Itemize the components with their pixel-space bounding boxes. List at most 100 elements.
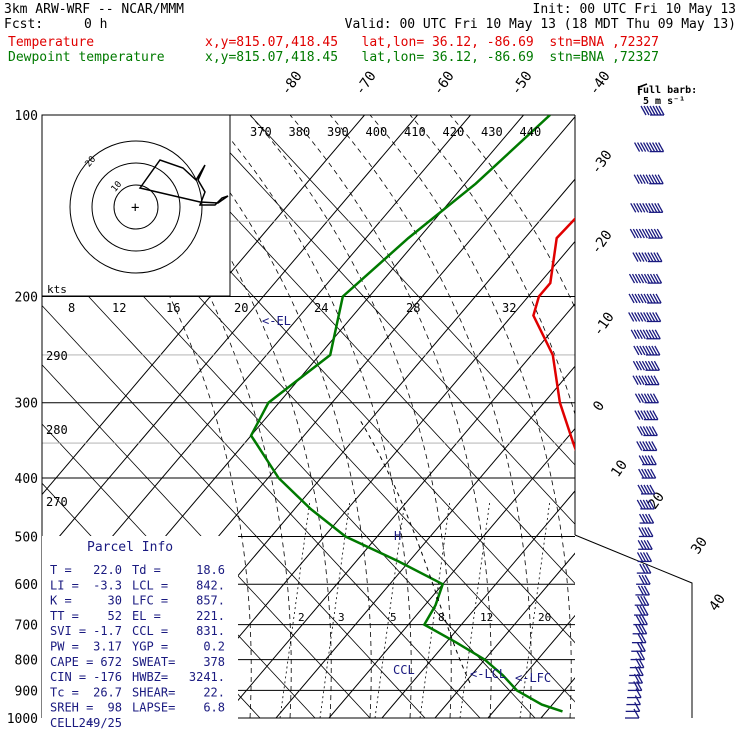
- wind-barb: [630, 650, 646, 661]
- wind-barb-flag: [654, 345, 661, 356]
- wind-barb-flag: [638, 624, 645, 635]
- wind-barb-flag: [642, 441, 649, 451]
- wind-barb-flag: [634, 695, 641, 705]
- wind-barb-flag: [648, 202, 655, 213]
- wind-barb-flag: [642, 499, 649, 510]
- wind-barb-flag: [638, 252, 645, 262]
- wind-barb: [638, 468, 657, 479]
- parcel-key: PW =: [50, 640, 79, 654]
- wind-barb-flag: [645, 499, 652, 510]
- wind-barb-flag: [640, 633, 647, 643]
- wind-barb-flag: [638, 455, 645, 465]
- isotherm-label: -70: [352, 68, 380, 98]
- wind-barb-flag: [637, 410, 644, 420]
- wind-barb-flag: [637, 273, 645, 284]
- wind-barb-flag: [639, 513, 646, 524]
- barb-frame: [574, 534, 693, 718]
- wind-barb-flag: [639, 345, 646, 356]
- wind-barb: [635, 585, 650, 596]
- wind-barb-flag: [648, 513, 655, 524]
- wind-barb-flag: [640, 293, 647, 304]
- theta-label: 380: [289, 125, 311, 139]
- wind-barb-flag: [637, 595, 644, 606]
- wind-barb-flag: [644, 468, 651, 479]
- parcel-value: -1.7: [93, 624, 122, 638]
- parcel-value: 221.: [196, 609, 225, 623]
- moist-adiabat-line: [329, 115, 532, 718]
- wind-barb-flag: [630, 329, 637, 340]
- wind-barb-flag: [643, 273, 651, 284]
- wind-barb-flag: [636, 345, 643, 356]
- mixing-ratio-line: [279, 499, 311, 718]
- wind-barb-flag: [632, 375, 639, 385]
- isotherm-label: -40: [586, 68, 614, 98]
- pressure-tick-label: 200: [15, 291, 38, 306]
- isotherm-label: -30: [588, 147, 616, 177]
- parcel-value: 3.17: [93, 640, 122, 654]
- isotherm-label: 10: [608, 457, 631, 480]
- parcel-key: LCL =: [132, 578, 168, 592]
- wind-barb-flag: [648, 345, 655, 356]
- wind-barb-flag: [640, 273, 648, 284]
- parcel-value: 98: [108, 701, 122, 715]
- wind-barb-flag: [650, 228, 657, 239]
- wind-barb: [634, 595, 650, 606]
- wind-barb: [632, 360, 660, 371]
- wind-barb-flag: [640, 105, 647, 116]
- wind-barb-flag: [642, 563, 649, 574]
- barb-legend-icon: [638, 83, 648, 95]
- wind-barb: [625, 708, 640, 719]
- wind-barb-flag: [658, 142, 665, 152]
- wind-barb-flag: [642, 513, 649, 524]
- parcel-key: YGP =: [132, 640, 168, 654]
- parcel-value: -176: [93, 670, 122, 684]
- wind-barb-flag: [652, 293, 659, 304]
- wind-barb: [629, 658, 645, 669]
- parcel-key: LAPSE=: [132, 701, 175, 715]
- mixing-ratio-label: 12: [112, 301, 126, 315]
- dry-adiabat-line: [194, 115, 575, 525]
- wind-barb-flag: [639, 426, 646, 436]
- temperature-profile: [532, 216, 575, 452]
- parcel-key: CCL =: [132, 624, 168, 638]
- wind-barb-flag: [635, 360, 642, 371]
- wind-barb-flag: [648, 426, 655, 436]
- wind-barb-flag: [641, 455, 648, 465]
- wind-barb-flag: [655, 105, 662, 116]
- pressure-tick-label: 900: [15, 684, 38, 699]
- isotherm-line: [700, 115, 740, 718]
- wind-barb-flag: [633, 673, 641, 684]
- mixing-ratio-line: [459, 499, 491, 718]
- parcel-key: CELL =: [50, 716, 93, 730]
- wind-barb-flag: [634, 702, 641, 712]
- wind-barb-flag: [650, 468, 657, 479]
- mixing-ratio-line: [374, 499, 406, 718]
- parcel-value: 26.7: [93, 685, 122, 699]
- wind-barb-flag: [644, 527, 651, 537]
- wind-barb-flag: [639, 329, 646, 340]
- wind-barb-flag: [642, 345, 649, 356]
- wind-barb-flag: [650, 455, 657, 465]
- temperature-legend: Temperature: [8, 35, 95, 50]
- wind-barb-flag: [645, 329, 652, 340]
- wind-barb: [625, 702, 641, 713]
- mixing-ratio-label: 8: [438, 611, 445, 624]
- wind-barb-flag: [641, 624, 648, 635]
- wind-barb-flag: [634, 142, 641, 152]
- wind-barb-flag: [635, 688, 642, 698]
- wind-barb: [636, 426, 658, 437]
- wind-barb: [634, 393, 660, 404]
- wind-barb-flag: [636, 605, 643, 616]
- wind-barb: [627, 688, 642, 699]
- parcel-key: EL =: [132, 609, 161, 623]
- theta-label: 280: [46, 423, 68, 437]
- dewpoint-legend: Dewpoint temperature: [8, 50, 165, 65]
- mixing-ratio-line: [419, 499, 451, 718]
- wind-barb-flag: [635, 650, 643, 660]
- wind-barb-flag: [633, 708, 640, 719]
- wind-barb: [631, 633, 647, 644]
- wind-barb-flag: [643, 393, 651, 404]
- wind-barb-flag: [639, 563, 646, 574]
- wind-barb-flag: [632, 252, 639, 262]
- pressure-tick-label: 300: [15, 397, 38, 412]
